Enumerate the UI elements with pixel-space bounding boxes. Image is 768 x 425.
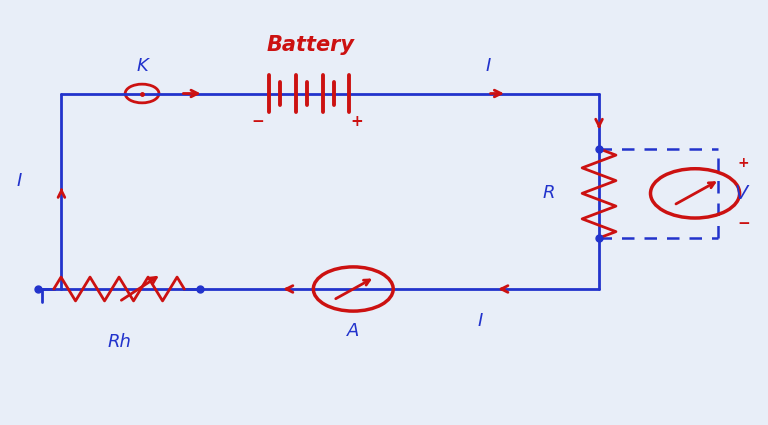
Text: Battery: Battery bbox=[267, 34, 355, 55]
Text: K: K bbox=[136, 57, 148, 75]
Text: V: V bbox=[734, 184, 748, 203]
Text: +: + bbox=[737, 156, 750, 170]
Text: Rh: Rh bbox=[107, 333, 131, 351]
Text: +: + bbox=[351, 113, 363, 129]
Text: R: R bbox=[543, 184, 555, 202]
Text: −: − bbox=[251, 113, 263, 129]
Text: A: A bbox=[347, 323, 359, 340]
Text: I: I bbox=[485, 57, 490, 75]
Text: I: I bbox=[478, 312, 482, 330]
Text: I: I bbox=[17, 172, 22, 190]
Text: −: − bbox=[737, 215, 750, 231]
